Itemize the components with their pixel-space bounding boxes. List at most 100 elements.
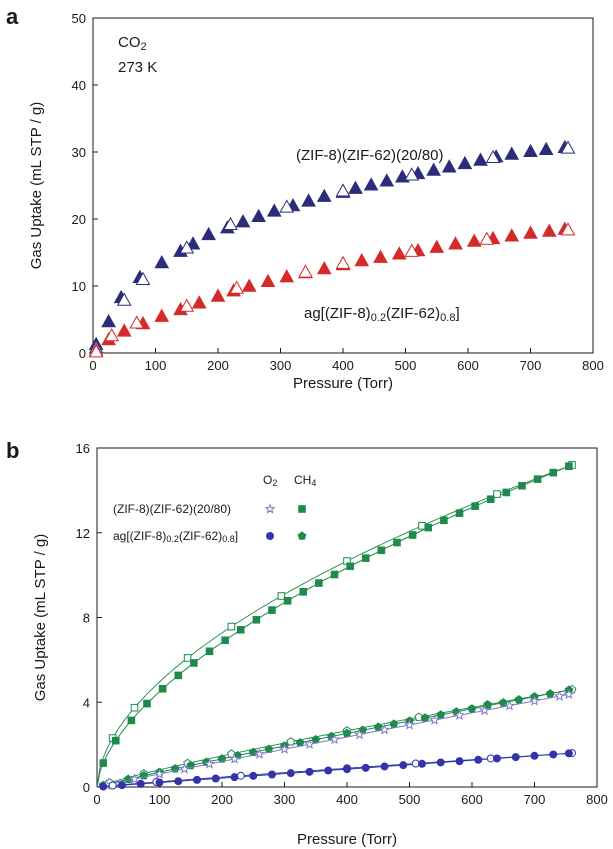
data-point-desorption	[493, 490, 501, 498]
data-point-adsorption	[361, 554, 370, 562]
y-tick-label: 0	[83, 780, 90, 795]
data-point-adsorption	[128, 773, 141, 784]
data-point-adsorption	[486, 495, 495, 504]
data-point-adsorption	[201, 226, 216, 241]
data-point-adsorption	[478, 704, 491, 716]
data-point-adsorption	[268, 606, 276, 614]
data-point-adsorption	[408, 531, 417, 539]
data-point-adsorption	[377, 546, 386, 555]
data-point-desorption	[335, 183, 351, 197]
legend-col-ch4: CH4	[294, 473, 316, 488]
data-point-adsorption	[474, 755, 483, 764]
data-point-adsorption	[455, 509, 464, 517]
data-point-adsorption	[453, 709, 466, 721]
data-point-adsorption	[252, 615, 261, 624]
data-point-adsorption	[426, 162, 441, 176]
data-point-adsorption	[154, 308, 170, 322]
data-point-adsorption	[268, 770, 276, 779]
data-point-adsorption	[203, 757, 216, 769]
data-point-adsorption	[424, 523, 433, 532]
data-point-desorption	[286, 737, 296, 746]
legend-marker	[297, 531, 307, 540]
series-label-framework: (ZIF-8)(ZIF-62)(20/80)	[296, 147, 444, 164]
data-point-adsorption	[504, 146, 520, 160]
data-point-adsorption	[111, 736, 120, 745]
data-point-adsorption	[158, 684, 167, 693]
data-point-desorption	[104, 328, 120, 342]
data-point-adsorption	[283, 596, 292, 605]
data-point-adsorption	[316, 188, 332, 202]
chart-panel-b: b 0 100 200 300 400 500 600 700 800 0 4 8 12 16 O2 CH…	[6, 438, 608, 848]
data-point-desorption	[229, 280, 245, 294]
data-point-adsorption	[116, 323, 132, 337]
data-point-adsorption	[330, 570, 339, 579]
y-tick-label: 30	[72, 145, 86, 160]
data-point-desorption	[88, 344, 104, 358]
x-tick-label: 100	[145, 358, 167, 373]
panel-label-a: a	[6, 4, 19, 29]
data-point-adsorption	[530, 751, 539, 760]
data-point-desorption	[116, 292, 132, 306]
data-point-desorption	[223, 216, 238, 231]
data-point-desorption	[418, 522, 426, 530]
x-tick-label: 600	[461, 792, 483, 807]
data-point-adsorption	[403, 718, 416, 730]
data-point-adsorption	[429, 239, 445, 253]
data-point-adsorption	[436, 710, 446, 719]
data-point-desorption	[335, 255, 351, 269]
x-tick-label: 300	[274, 792, 296, 807]
data-point-desorption	[479, 231, 495, 245]
data-point-adsorption	[235, 214, 251, 228]
panel-label-b: b	[6, 438, 19, 463]
data-point-adsorption	[565, 462, 573, 471]
data-point-adsorption	[228, 753, 241, 764]
data-point-adsorption	[328, 733, 341, 745]
data-point-adsorption	[514, 695, 524, 704]
data-point-adsorption	[221, 636, 229, 645]
x-tick-label: 700	[520, 358, 542, 373]
data-point-adsorption	[455, 757, 464, 766]
data-point-adsorption	[518, 481, 526, 490]
data-point-adsorption	[493, 754, 501, 763]
x-tick-label: 0	[93, 792, 100, 807]
data-point-adsorption	[230, 773, 239, 782]
y-tick-label: 40	[72, 78, 86, 93]
data-point-adsorption	[545, 689, 555, 698]
data-point-adsorption	[354, 253, 370, 267]
data-point-desorption	[560, 140, 576, 154]
data-point-adsorption	[523, 225, 538, 239]
x-tick-label: 700	[524, 792, 546, 807]
chart-panel-a: a 0 100 200 300 400 500 600 700 800 0 10 20 30 40 50 C…	[6, 4, 604, 392]
data-point-desorption	[560, 222, 576, 236]
x-tick-label: 300	[270, 358, 292, 373]
data-point-adsorption	[564, 749, 573, 758]
data-point-adsorption	[153, 768, 166, 779]
annotation-gas-sub: 2	[141, 41, 147, 53]
data-point-adsorption	[467, 704, 477, 713]
y-tick-label: 12	[76, 526, 90, 541]
data-point-adsorption	[301, 193, 316, 207]
annotation-temp: 273 K	[118, 59, 157, 76]
data-point-desorption	[404, 167, 420, 181]
data-point-desorption	[298, 264, 313, 278]
data-point-adsorption	[279, 269, 295, 283]
data-point-adsorption	[541, 223, 557, 237]
data-point-adsorption	[538, 141, 554, 156]
data-point-adsorption	[373, 249, 388, 263]
data-point-desorption	[277, 592, 286, 600]
data-point-adsorption	[399, 761, 408, 770]
data-point-adsorption	[502, 488, 511, 497]
data-point-desorption	[108, 781, 117, 790]
data-point-adsorption	[178, 762, 191, 774]
data-point-adsorption	[174, 671, 183, 680]
data-point-adsorption	[174, 777, 183, 786]
data-point-adsorption	[393, 538, 401, 547]
y-tick-label: 10	[72, 279, 86, 294]
x-tick-label: 200	[211, 792, 233, 807]
data-point-adsorption	[436, 758, 445, 767]
data-point-adsorption	[211, 774, 220, 783]
data-point-desorption	[414, 712, 424, 721]
data-point-adsorption	[549, 468, 558, 477]
data-point-adsorption	[379, 173, 395, 187]
data-point-adsorption	[553, 690, 566, 701]
